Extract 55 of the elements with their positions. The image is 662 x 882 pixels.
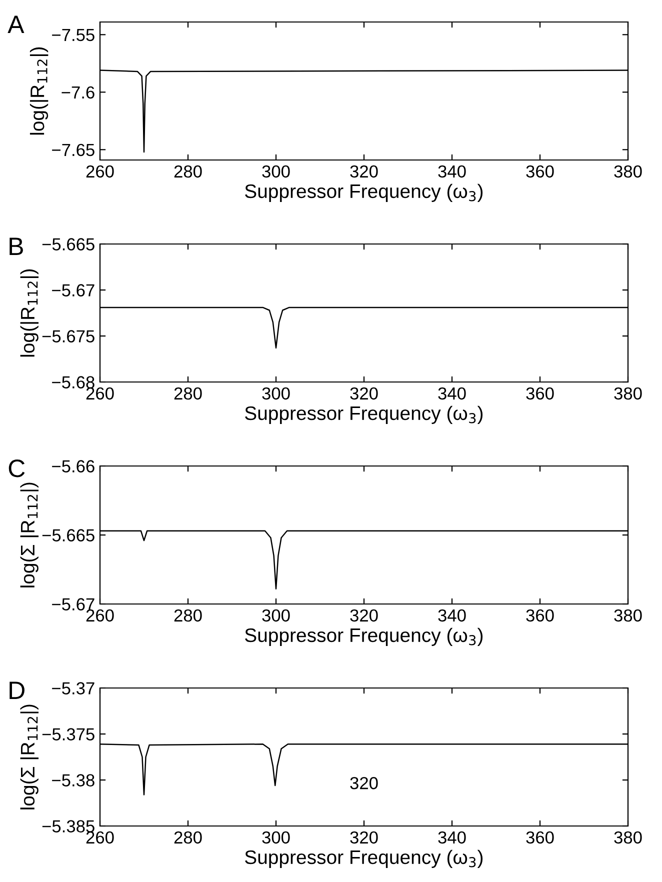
y-tick-label: −5.67 [52,598,94,610]
x-tick-label: 320 [350,609,378,622]
x-axis-title: Suppressor Frequency (ω$_{3}$) [245,628,483,646]
chart-title: B [10,238,23,255]
x-tick-label: 280 [174,165,202,178]
y-tick-label: −5.665 [42,238,94,250]
x-tick-label: 360 [526,165,554,178]
x-tick-label: 340 [438,387,466,400]
x-tick-label: 260 [86,165,114,178]
chart-title: D [10,682,24,699]
x-tick-label: 280 [174,609,202,622]
y-axis-title: log(|R$_{112}$|) [30,47,48,135]
y-tick-label: −7.55 [52,28,94,42]
y-tick-label: −5.675 [42,330,94,342]
x-tick-label: 320 [350,831,378,844]
x-tick-label: 380 [614,831,642,844]
chart-title: C [8,460,25,478]
x-tick-label: 360 [526,831,554,844]
y-tick-label: −5.385 [42,820,94,832]
x-tick-label: 340 [438,609,466,622]
x-tick-label: 380 [614,165,642,178]
y-tick-label: −5.37 [52,682,94,694]
y-axis-title: log(Σ |R$_{112}$|) [20,704,39,810]
x-tick-label: 360 [526,609,554,622]
x-tick-label: 300 [262,165,290,178]
x-axis-title: Suppressor Frequency (ω$_{3}$) [245,184,483,202]
annotation: 320 [350,776,378,790]
x-tick-label: 300 [262,387,290,400]
y-tick-label: −5.67 [52,284,94,296]
x-tick-label: 300 [262,831,290,844]
x-tick-label: 260 [86,831,114,844]
x-tick-label: 320 [350,387,378,400]
x-tick-label: 320 [350,165,378,178]
x-tick-label: 280 [174,387,202,400]
x-tick-label: 280 [174,831,202,844]
y-tick-label: −5.665 [42,529,94,542]
y-axis-title: log(Σ |R$_{112}$|) [20,482,39,588]
y-tick-label: −5.38 [52,774,94,786]
x-tick-label: 360 [526,387,554,400]
x-tick-label: 340 [438,831,466,844]
y-tick-label: −5.66 [52,460,94,472]
x-axis-title: Suppressor Frequency (ω$_{3}$) [245,850,483,868]
x-tick-label: 380 [614,609,642,622]
chart-title: A [8,16,24,33]
x-axis-title: Suppressor Frequency (ω$_{3}$) [245,406,483,424]
x-tick-label: 340 [438,165,466,178]
x-tick-label: 260 [86,609,114,622]
y-tick-label: −7.6 [62,86,94,99]
y-tick-label: −5.68 [52,376,94,388]
x-tick-label: 380 [614,387,642,400]
x-tick-label: 260 [86,387,114,400]
y-axis-title: log(|R$_{112}$|) [20,269,39,357]
y-tick-label: −5.375 [42,728,94,740]
y-tick-label: −7.65 [52,144,94,156]
x-tick-label: 300 [262,609,290,622]
